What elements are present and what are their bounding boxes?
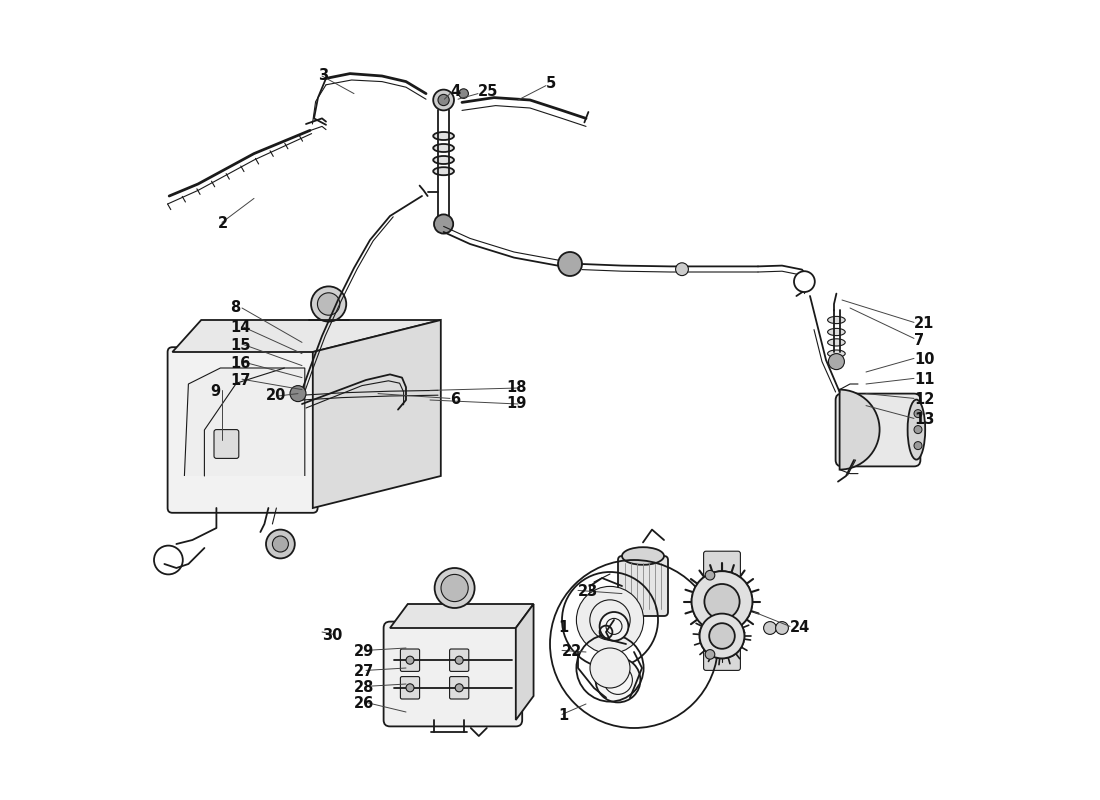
Circle shape (406, 684, 414, 692)
Circle shape (434, 568, 474, 608)
Text: 17: 17 (230, 374, 251, 388)
Text: 28: 28 (354, 681, 374, 695)
Polygon shape (516, 604, 534, 720)
Ellipse shape (908, 399, 925, 459)
Circle shape (794, 271, 815, 292)
Circle shape (710, 623, 735, 649)
Circle shape (763, 622, 777, 634)
Circle shape (705, 650, 715, 659)
Circle shape (700, 614, 745, 658)
Text: 9: 9 (210, 385, 220, 399)
Ellipse shape (827, 328, 845, 336)
Text: 16: 16 (230, 356, 251, 370)
Text: 19: 19 (506, 397, 527, 411)
Circle shape (692, 571, 752, 632)
Text: 10: 10 (914, 353, 935, 367)
Text: 4: 4 (450, 85, 460, 99)
Text: 29: 29 (354, 645, 374, 659)
Circle shape (600, 612, 628, 641)
Text: 15: 15 (230, 338, 251, 353)
Circle shape (459, 89, 469, 98)
Text: 30: 30 (322, 629, 342, 643)
Circle shape (828, 354, 845, 370)
Circle shape (704, 584, 739, 619)
Circle shape (675, 263, 689, 275)
Circle shape (290, 386, 306, 402)
Text: 24: 24 (790, 621, 811, 635)
Circle shape (710, 623, 735, 649)
Circle shape (441, 574, 469, 602)
Circle shape (704, 584, 739, 619)
Circle shape (406, 656, 414, 664)
Ellipse shape (827, 339, 845, 346)
Text: 13: 13 (914, 413, 934, 427)
Circle shape (433, 90, 454, 110)
Circle shape (455, 656, 463, 664)
Text: 1: 1 (558, 621, 569, 635)
Wedge shape (839, 390, 880, 470)
Ellipse shape (827, 316, 845, 323)
FancyBboxPatch shape (384, 622, 522, 726)
Text: 14: 14 (230, 321, 251, 335)
Circle shape (438, 94, 449, 106)
Circle shape (273, 536, 288, 552)
Text: 6: 6 (450, 393, 460, 407)
Circle shape (914, 426, 922, 434)
Circle shape (266, 530, 295, 558)
Text: 18: 18 (506, 381, 527, 395)
Text: 3: 3 (318, 69, 328, 83)
FancyBboxPatch shape (167, 347, 318, 513)
Text: 8: 8 (230, 301, 240, 315)
Circle shape (434, 214, 453, 234)
Ellipse shape (827, 350, 845, 357)
Circle shape (455, 684, 463, 692)
FancyBboxPatch shape (450, 649, 469, 671)
Polygon shape (312, 320, 441, 508)
Text: 22: 22 (562, 645, 582, 659)
Polygon shape (390, 604, 534, 628)
Text: 11: 11 (914, 373, 935, 387)
Ellipse shape (433, 132, 454, 140)
Circle shape (318, 293, 340, 315)
Circle shape (714, 594, 730, 610)
Circle shape (692, 571, 752, 632)
Polygon shape (173, 320, 441, 352)
Circle shape (705, 570, 715, 580)
Text: 1: 1 (558, 709, 569, 723)
FancyBboxPatch shape (400, 649, 419, 671)
Text: 20: 20 (266, 389, 286, 403)
Circle shape (776, 622, 789, 634)
Circle shape (716, 630, 727, 642)
Polygon shape (185, 368, 305, 476)
Circle shape (576, 586, 643, 654)
Text: 7: 7 (914, 333, 924, 347)
Text: 2: 2 (218, 217, 228, 231)
Ellipse shape (433, 156, 454, 164)
Circle shape (914, 410, 922, 418)
FancyBboxPatch shape (214, 430, 239, 458)
Text: 21: 21 (914, 317, 934, 331)
Ellipse shape (433, 167, 454, 175)
Text: 26: 26 (354, 697, 374, 711)
Text: 25: 25 (478, 85, 498, 99)
FancyBboxPatch shape (618, 556, 668, 616)
Circle shape (700, 614, 745, 658)
Text: 27: 27 (354, 665, 374, 679)
Ellipse shape (621, 547, 664, 565)
Text: 5: 5 (546, 77, 557, 91)
FancyBboxPatch shape (704, 551, 740, 670)
Circle shape (558, 252, 582, 276)
Text: 23: 23 (578, 585, 598, 599)
Text: 12: 12 (914, 393, 934, 407)
FancyBboxPatch shape (836, 394, 921, 466)
Circle shape (595, 658, 640, 702)
Ellipse shape (433, 144, 454, 152)
Circle shape (914, 442, 922, 450)
FancyBboxPatch shape (450, 677, 469, 699)
Circle shape (311, 286, 346, 322)
FancyBboxPatch shape (400, 677, 419, 699)
Circle shape (590, 648, 630, 688)
